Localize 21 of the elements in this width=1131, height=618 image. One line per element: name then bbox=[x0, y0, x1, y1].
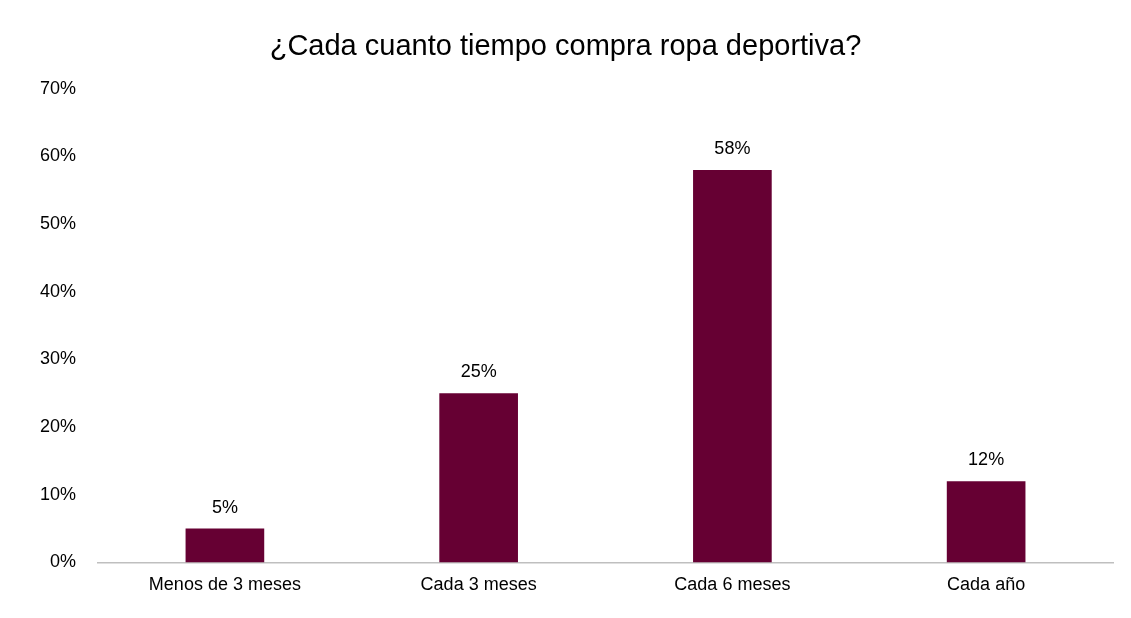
x-tick-label: Cada año bbox=[947, 574, 1026, 595]
data-label: 58% bbox=[714, 137, 751, 158]
data-label: 12% bbox=[968, 449, 1005, 470]
bar bbox=[439, 393, 518, 563]
x-tick-label: Cada 6 meses bbox=[674, 574, 791, 595]
bar bbox=[693, 169, 772, 563]
y-tick-label: 20% bbox=[40, 416, 77, 437]
chart-title: ¿Cada cuanto tiempo compra ropa deportiva? bbox=[269, 29, 862, 62]
y-tick-label: 50% bbox=[40, 213, 77, 234]
y-tick-label: 0% bbox=[50, 551, 77, 572]
bar bbox=[946, 481, 1026, 563]
bar bbox=[185, 528, 265, 563]
x-tick-label: Cada 3 meses bbox=[420, 574, 537, 595]
y-tick-label: 40% bbox=[40, 280, 77, 301]
y-tick-label: 30% bbox=[40, 348, 77, 369]
y-tick-label: 10% bbox=[40, 483, 77, 504]
data-label: 25% bbox=[460, 361, 497, 382]
y-tick-label: 60% bbox=[40, 145, 77, 166]
x-tick-label: Menos de 3 meses bbox=[148, 574, 301, 595]
data-label: 5% bbox=[211, 496, 238, 517]
y-tick-label: 70% bbox=[40, 77, 77, 98]
